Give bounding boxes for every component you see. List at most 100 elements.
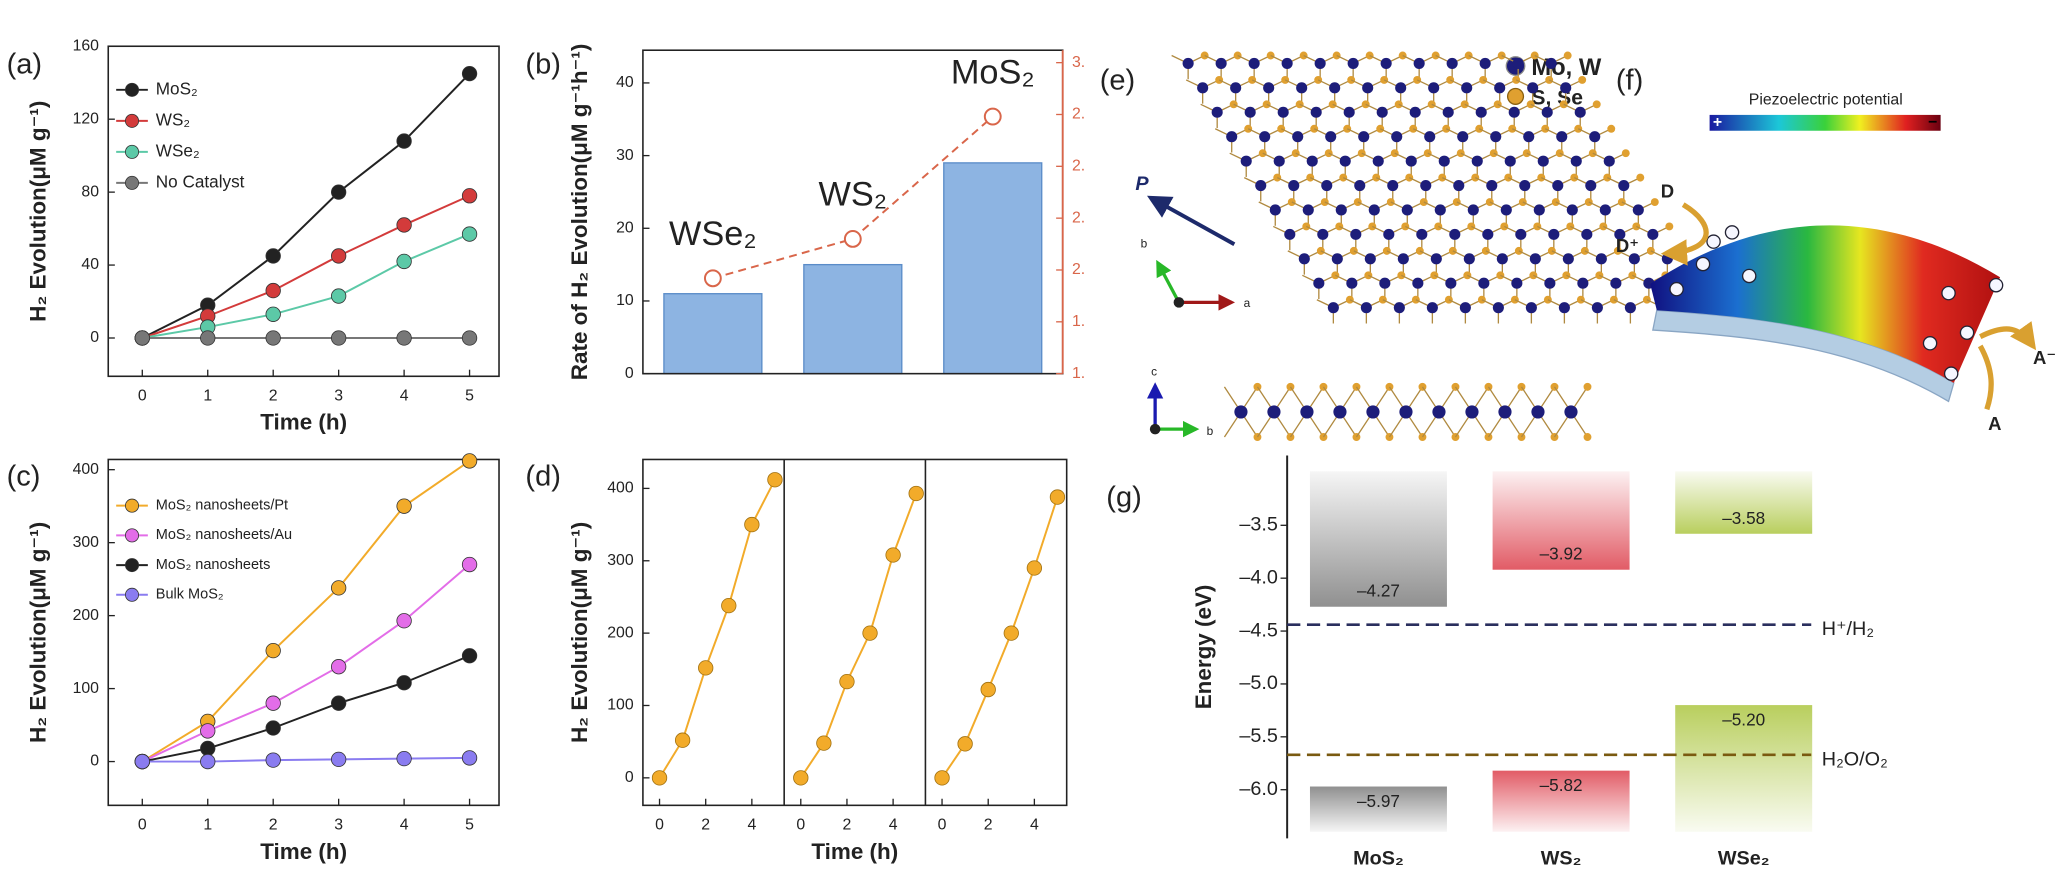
metal-atom xyxy=(1313,277,1325,289)
x-tick-label: 2 xyxy=(701,816,710,833)
metal-atom xyxy=(1230,82,1242,94)
chalcogen-atom xyxy=(1583,433,1592,441)
data-point xyxy=(265,752,281,768)
series-line xyxy=(141,563,471,763)
metal-atom xyxy=(1512,57,1524,69)
x-tick-label: WSe₂ xyxy=(1718,848,1770,870)
data-point xyxy=(839,673,855,690)
colorbar-title: Piezoelectric potential xyxy=(1749,92,1903,109)
metal-atom xyxy=(1541,106,1553,118)
data-point xyxy=(461,226,478,242)
metal-atom xyxy=(1647,228,1659,240)
y-axis-label: H₂ Evolution(μM g⁻¹) xyxy=(567,522,592,743)
metal-atom xyxy=(1533,204,1545,216)
metal-atom xyxy=(1306,155,1318,167)
x-tick-label: 2 xyxy=(984,816,993,833)
chalcogen-atom xyxy=(1281,75,1290,84)
data-point xyxy=(265,330,281,346)
colorbar-end: − xyxy=(1928,114,1937,131)
metal-atom xyxy=(1325,131,1337,143)
panel-label: (f) xyxy=(1616,65,1643,97)
metal-atom xyxy=(1380,57,1392,69)
metal-atom xyxy=(1376,106,1388,118)
panel-label: (b) xyxy=(525,49,560,81)
category-label: WSe₂ xyxy=(669,215,757,253)
y-tick-label: 80 xyxy=(81,183,99,200)
metal-atom xyxy=(1302,204,1314,216)
axis-label: b xyxy=(1207,424,1214,438)
metal-atom xyxy=(1333,405,1347,419)
data-point xyxy=(330,659,347,675)
data-point xyxy=(396,330,412,346)
metal-atom xyxy=(1570,155,1582,167)
conduction-band xyxy=(1309,471,1447,607)
metal-atom xyxy=(1478,277,1490,289)
metal-atom xyxy=(1438,155,1450,167)
data-point xyxy=(265,720,281,736)
metal-atom xyxy=(1424,131,1436,143)
axis-label: a xyxy=(1244,296,1251,310)
metal-atom xyxy=(1445,277,1457,289)
data-point xyxy=(134,330,150,346)
metal-atom xyxy=(1527,82,1539,94)
x-tick-label: 1 xyxy=(203,816,212,833)
data-point xyxy=(330,288,347,304)
legend-label: MoS₂ nanosheets/Pt xyxy=(156,497,288,513)
data-point xyxy=(461,65,478,82)
y-tick-label: 0 xyxy=(625,769,634,786)
data-point xyxy=(396,613,412,629)
y-tick-label: 2. xyxy=(1072,106,1085,123)
bar xyxy=(663,293,763,375)
metal-atom xyxy=(1267,405,1281,419)
conduction-band xyxy=(1675,471,1813,534)
x-tick-label: 5 xyxy=(465,387,474,404)
axis-label: c xyxy=(1151,364,1157,378)
panel-label: (a) xyxy=(7,49,42,81)
metal-atom xyxy=(1500,204,1512,216)
legend-marker xyxy=(125,175,140,190)
metal-atom xyxy=(1545,57,1557,69)
y-tick-label: 200 xyxy=(73,607,100,624)
data-point xyxy=(330,184,347,200)
metal-atom xyxy=(1368,204,1380,216)
metal-atom xyxy=(1281,57,1293,69)
metal-atom xyxy=(1494,82,1506,94)
plot-frame xyxy=(107,458,500,807)
metal-atom xyxy=(1577,277,1589,289)
metal-atom xyxy=(1387,179,1399,192)
data-point xyxy=(396,498,412,514)
x-tick-label: 4 xyxy=(400,816,409,833)
y-tick-label: 120 xyxy=(73,110,100,127)
metal-atom xyxy=(1492,302,1504,314)
metal-atom xyxy=(1479,57,1491,69)
metal-atom xyxy=(1461,82,1473,94)
metal-atom xyxy=(1618,179,1630,192)
cb-label: –3.58 xyxy=(1722,508,1765,528)
plot-frame xyxy=(107,45,500,378)
metal-atom xyxy=(1525,302,1537,314)
metal-atom xyxy=(1329,82,1341,94)
legend-label: WS₂ xyxy=(156,109,190,129)
metal-atom xyxy=(1548,228,1560,240)
data-point xyxy=(980,681,996,698)
metal-atom xyxy=(1560,82,1572,94)
metal-atom xyxy=(1346,277,1358,289)
metal-atom xyxy=(1556,131,1568,143)
metal-atom xyxy=(1519,179,1531,192)
panel-label: (g) xyxy=(1106,482,1141,514)
x-tick-label: 2 xyxy=(843,816,852,833)
y-tick-label: 3. xyxy=(1072,54,1085,71)
metal-atom xyxy=(1475,106,1487,118)
data-point xyxy=(843,229,862,248)
data-point xyxy=(744,516,760,533)
metal-atom xyxy=(1490,131,1502,143)
metal-atom xyxy=(1628,253,1640,265)
colorbar-end: + xyxy=(1713,114,1722,131)
y-tick-label: –5.5 xyxy=(1239,725,1278,747)
reaction-arrow xyxy=(1979,321,2037,351)
legend-marker xyxy=(125,528,140,543)
bar xyxy=(943,162,1043,375)
metal-atom xyxy=(1562,253,1574,265)
legend-label: MoS₂ xyxy=(156,78,198,98)
reaction-arrow xyxy=(1660,202,1709,266)
